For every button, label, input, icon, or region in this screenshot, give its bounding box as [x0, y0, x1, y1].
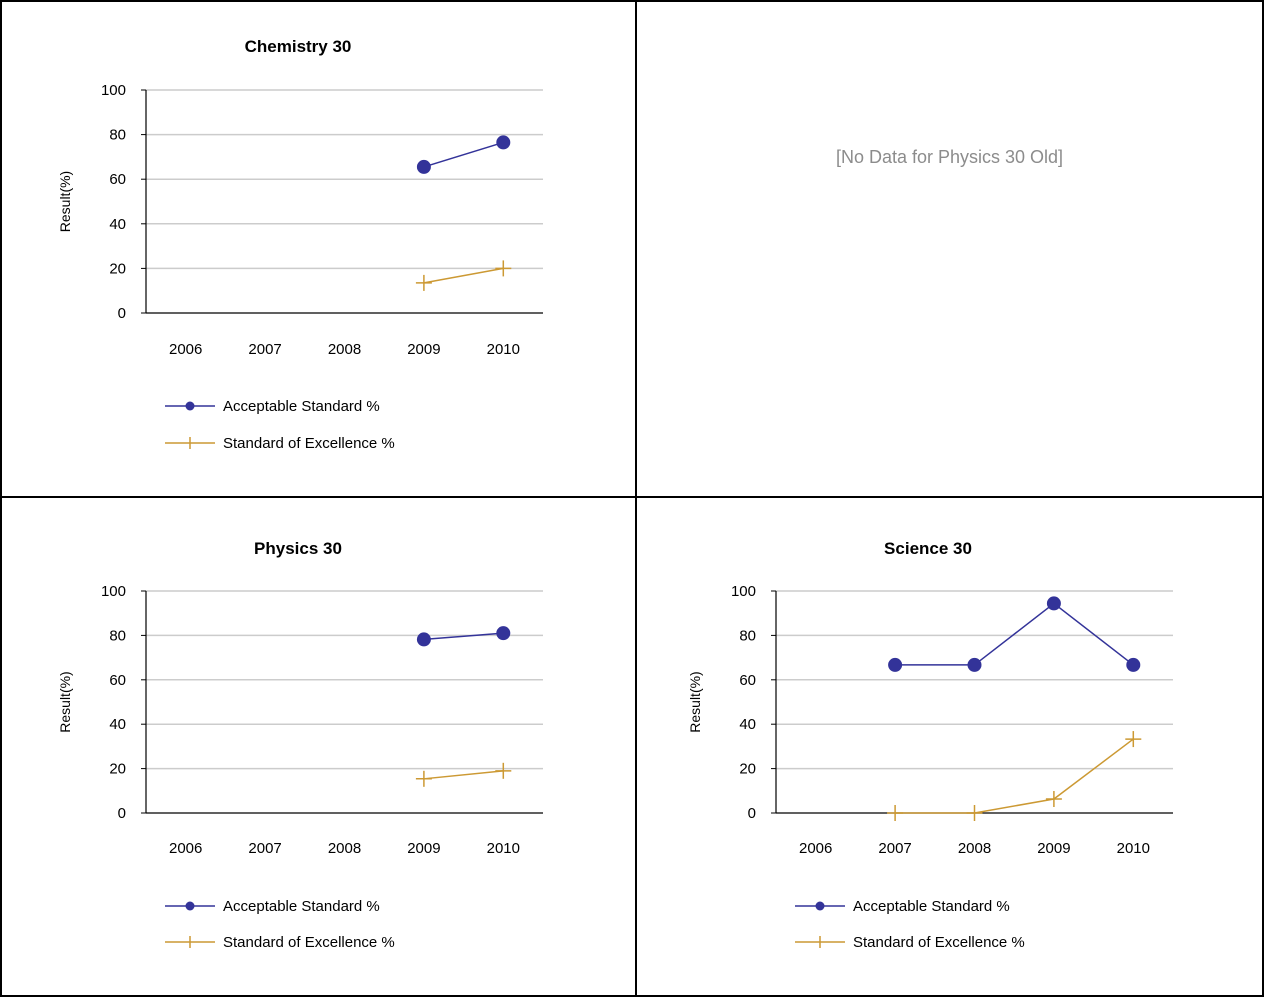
legend-label: Acceptable Standard %: [853, 898, 1010, 915]
legend-label: Standard of Excellence %: [853, 934, 1025, 951]
x-tick-label-2006: 2006: [169, 840, 202, 857]
legend-marker-circle: [185, 901, 195, 911]
data-point-standard-of-excellence-2010: [1125, 731, 1142, 748]
legend-label: Acceptable Standard %: [223, 398, 380, 415]
chart-title: Science 30: [884, 539, 972, 558]
x-tick-label-2008: 2008: [328, 341, 361, 358]
series-line-acceptable-standard: [895, 602, 1134, 666]
legend-item-standard-of-excellence: Standard of Excellence %: [165, 435, 395, 452]
x-tick-label-2010: 2010: [487, 840, 520, 857]
data-point-acceptable-standard-2009: [416, 632, 431, 647]
data-point-standard-of-excellence-2009: [1045, 791, 1062, 808]
series-line-acceptable-standard: [423, 141, 504, 168]
x-tick-label-2009: 2009: [407, 840, 440, 857]
series-line-acceptable-standard: [423, 632, 504, 641]
y-tick-label-40: 40: [739, 716, 756, 733]
y-tick-label-20: 20: [739, 761, 756, 778]
data-point-standard-of-excellence-2007: [887, 805, 904, 821]
data-point-standard-of-excellence-2010: [495, 762, 512, 779]
y-tick-label-40: 40: [109, 716, 126, 733]
x-tick-label-2010: 2010: [1117, 840, 1150, 857]
legend-label: Standard of Excellence %: [223, 435, 395, 452]
x-tick-label-2009: 2009: [1037, 840, 1070, 857]
x-tick-label-2007: 2007: [248, 341, 281, 358]
y-tick-label-80: 80: [739, 627, 756, 644]
y-tick-label-100: 100: [101, 82, 126, 99]
legend-marker-circle: [815, 901, 825, 911]
data-point-standard-of-excellence-2009: [415, 274, 432, 291]
legend-label: Standard of Excellence %: [223, 934, 395, 951]
y-tick-label-20: 20: [109, 260, 126, 277]
data-point-acceptable-standard-2008: [967, 657, 982, 672]
chart-title: Physics 30: [254, 539, 342, 558]
data-point-acceptable-standard-2010: [496, 626, 511, 641]
x-tick-label-2007: 2007: [878, 840, 911, 857]
data-point-acceptable-standard-2009: [1046, 596, 1061, 611]
data-point-standard-of-excellence-2008: [966, 805, 983, 821]
legend-item-acceptable-standard: Acceptable Standard %: [795, 898, 1010, 915]
y-tick-label-0: 0: [118, 805, 126, 822]
y-tick-label-20: 20: [109, 761, 126, 778]
data-point-acceptable-standard-2010: [496, 135, 511, 150]
x-tick-label-2006: 2006: [799, 840, 832, 857]
y-tick-label-60: 60: [739, 672, 756, 689]
data-point-acceptable-standard-2009: [416, 159, 431, 174]
y-tick-label-0: 0: [748, 805, 756, 822]
legend-item-standard-of-excellence: Standard of Excellence %: [165, 934, 395, 951]
y-axis-label: Result(%): [57, 671, 73, 732]
legend-item-acceptable-standard: Acceptable Standard %: [165, 898, 380, 915]
chart-title: Chemistry 30: [245, 37, 352, 56]
data-point-acceptable-standard-2010: [1126, 657, 1141, 672]
series-line-standard-of-excellence: [423, 267, 504, 284]
chemistry-30-chart: Chemistry 30 0 20 40 60 80 100 2006 2007 2008 2009…: [57, 37, 543, 452]
x-tick-label-2006: 2006: [169, 341, 202, 358]
physics-30-panel: Physics 30 0 20 40 60 80 100 2006 2007 2008 2009 20…: [0, 496, 637, 997]
y-axis-label: Result(%): [57, 171, 73, 232]
y-tick-label-100: 100: [101, 583, 126, 600]
y-tick-label-80: 80: [109, 127, 126, 144]
data-point-standard-of-excellence-2010: [495, 260, 512, 277]
legend-item-acceptable-standard: Acceptable Standard %: [165, 398, 380, 415]
y-tick-label-60: 60: [109, 171, 126, 188]
y-tick-label-80: 80: [109, 627, 126, 644]
y-axis-label: Result(%): [687, 671, 703, 732]
series-line-standard-of-excellence: [895, 738, 1134, 814]
series-line-standard-of-excellence: [423, 770, 504, 780]
science-30-chart: Science 30 0 20 40 60 80 100 2006 2007 2008 2009 20…: [687, 539, 1173, 951]
legend-item-standard-of-excellence: Standard of Excellence %: [795, 934, 1025, 951]
physics-30-old-panel: [No Data for Physics 30 Old]: [635, 0, 1264, 498]
data-point-standard-of-excellence-2009: [415, 770, 432, 787]
y-tick-label-60: 60: [109, 672, 126, 689]
data-point-acceptable-standard-2007: [888, 657, 903, 672]
x-tick-label-2007: 2007: [248, 840, 281, 857]
x-tick-label-2008: 2008: [958, 840, 991, 857]
x-tick-label-2008: 2008: [328, 840, 361, 857]
chemistry-30-panel: Chemistry 30 0 20 40 60 80 100 2006 2007 2008 2009…: [0, 0, 637, 498]
x-tick-label-2009: 2009: [407, 341, 440, 358]
no-data-message: [No Data for Physics 30 Old]: [835, 147, 1064, 167]
y-tick-label-0: 0: [118, 305, 126, 322]
physics-30-chart: Physics 30 0 20 40 60 80 100 2006 2007 2008 2009 20…: [57, 539, 543, 951]
y-tick-label-40: 40: [109, 216, 126, 233]
x-tick-label-2010: 2010: [487, 341, 520, 358]
legend-marker-circle: [185, 401, 195, 411]
science-30-panel: Science 30 0 20 40 60 80 100 2006 2007 2008 2009 20…: [635, 496, 1264, 997]
legend-label: Acceptable Standard %: [223, 898, 380, 915]
y-tick-label-100: 100: [731, 583, 756, 600]
